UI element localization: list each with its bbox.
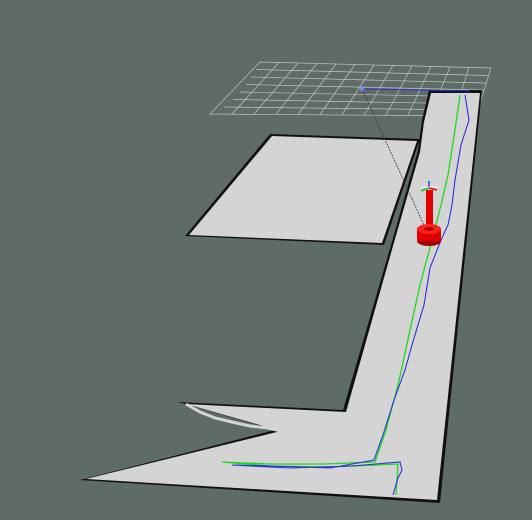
grid-origin-marker [360,87,364,91]
trajectory-paths [221,94,470,496]
grid-line [255,69,489,76]
grid-line [231,62,280,115]
blue-path [231,94,470,496]
map-ragged-edge [185,402,282,433]
robot-base-top-hole [424,227,434,231]
occupancy-map [80,90,482,503]
grid-line [363,65,394,116]
tf-link-line [361,88,429,235]
grid-line [385,65,413,116]
grid-line [407,66,432,116]
grid-line [275,63,318,115]
robot-axis-y-icon [420,187,430,192]
robot-mast [426,190,433,228]
grid-line [253,62,299,115]
reference-grid [209,61,492,117]
map-free-top-room [189,136,417,243]
grid-line [297,63,337,115]
grid-axis-line [361,88,471,92]
grid-line [250,76,487,84]
grid-line [245,84,485,91]
grid-line [341,64,375,115]
grid-line [319,64,356,115]
robot-axis-x-icon [428,187,438,191]
robot-model [417,181,441,246]
map-free-main [86,93,480,500]
